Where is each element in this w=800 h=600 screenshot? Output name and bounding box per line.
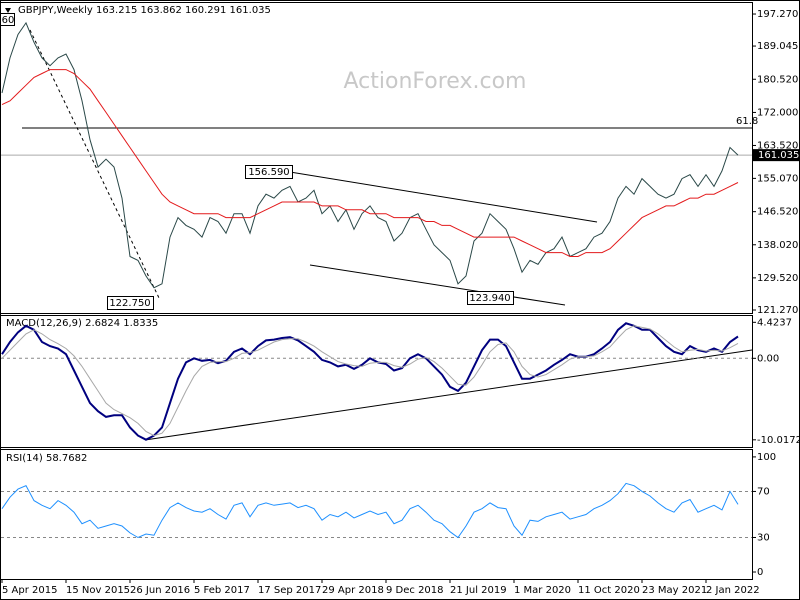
y-tick-label: 155.070 xyxy=(757,173,798,184)
y-tick-label: -10.0172 xyxy=(757,435,800,446)
annotation-box xyxy=(467,291,514,305)
macd-title: MACD(12,26,9) 2.6824 1.8335 xyxy=(6,318,158,329)
y-tick-label: 30 xyxy=(757,532,770,543)
annotation: 122.750 xyxy=(109,298,150,309)
chart-title: GBPJPY,Weekly 163.215 163.862 160.291 16… xyxy=(18,5,271,16)
x-tick-label: 5 Apr 2015 xyxy=(2,585,57,596)
series-line xyxy=(1,482,739,539)
annotation-box xyxy=(0,13,15,26)
x-tick-label: 5 Feb 2017 xyxy=(194,585,250,596)
y-tick-label: 172.000 xyxy=(757,107,798,118)
y-tick-label: 189.045 xyxy=(757,41,798,52)
x-tick-label: 26 Jun 2016 xyxy=(130,585,190,596)
y-tick-label: 121.270 xyxy=(757,305,798,316)
annotation-box xyxy=(107,296,154,310)
y-tick-label: 129.520 xyxy=(757,273,798,284)
y-tick-label: 180.520 xyxy=(757,74,798,85)
rsi-title: RSI(14) 58.7682 xyxy=(6,453,87,464)
y-tick-label: 163.520 xyxy=(757,140,798,151)
trend-line xyxy=(29,29,161,301)
y-tick-label: 0 xyxy=(757,567,763,578)
x-tick-label: 9 Dec 2018 xyxy=(386,585,444,596)
y-tick-label: 146.520 xyxy=(757,207,798,218)
series-line xyxy=(1,325,739,437)
x-tick-label: 17 Sep 2017 xyxy=(258,585,321,596)
rsi-panel xyxy=(0,449,753,580)
level-label: 61.8 xyxy=(736,116,758,127)
x-tick-label: 1 Mar 2020 xyxy=(514,585,571,596)
trend-line xyxy=(309,264,566,306)
annotation: 123.940 xyxy=(469,293,510,304)
trend-line xyxy=(144,349,753,441)
trend-line xyxy=(289,171,598,223)
y-tick-label: 4.4237 xyxy=(757,317,792,328)
menu-icon xyxy=(5,8,11,13)
y-tick-label: 70 xyxy=(757,486,770,497)
price-box xyxy=(753,149,799,162)
macd-panel xyxy=(0,315,753,448)
x-tick-label: 15 Nov 2015 xyxy=(66,585,130,596)
x-tick-label: 29 Apr 2018 xyxy=(322,585,384,596)
annotation: 60 xyxy=(2,15,15,26)
series-line xyxy=(1,69,739,257)
watermark: ActionForex.com xyxy=(344,69,527,94)
x-tick-label: 23 May 2021 xyxy=(642,585,707,596)
y-tick-label: 100 xyxy=(757,452,776,463)
x-tick-label: 2 Jan 2022 xyxy=(706,585,760,596)
series-line xyxy=(1,322,739,441)
annotation-box xyxy=(245,165,293,179)
y-tick-label: 197.270 xyxy=(757,9,798,20)
x-tick-label: 11 Oct 2020 xyxy=(578,585,640,596)
x-tick-label: 21 Jul 2019 xyxy=(450,585,507,596)
y-tick-label: 138.020 xyxy=(757,240,798,251)
series-line xyxy=(1,21,739,289)
price-panel xyxy=(0,2,753,314)
y-tick-label: 0.00 xyxy=(757,353,779,364)
price-label: 161.035 xyxy=(758,150,799,161)
annotation: 156.590 xyxy=(248,167,289,178)
